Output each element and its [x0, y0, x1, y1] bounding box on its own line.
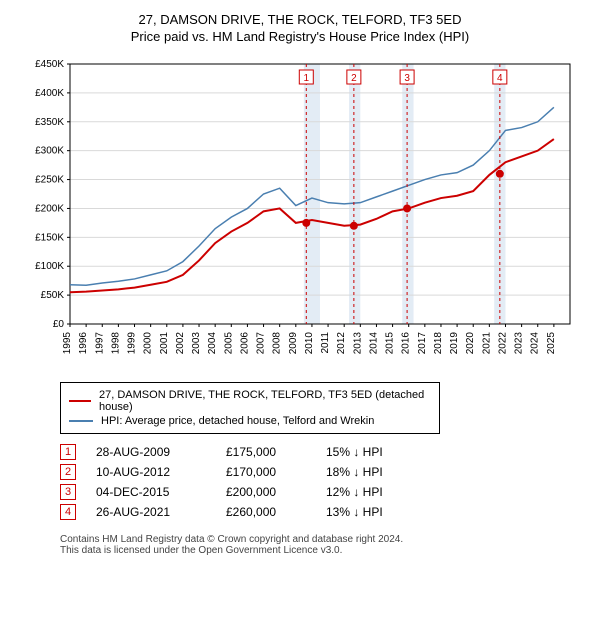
sale-price: £260,000 — [226, 505, 326, 519]
svg-text:2011: 2011 — [320, 332, 331, 354]
svg-text:2001: 2001 — [159, 332, 170, 355]
sale-number-box: 3 — [60, 484, 76, 500]
sale-number-box: 1 — [60, 444, 76, 460]
svg-text:2024: 2024 — [530, 332, 541, 355]
svg-text:2014: 2014 — [368, 332, 379, 355]
svg-text:2015: 2015 — [385, 332, 396, 355]
sale-row: 3 04-DEC-2015£200,00012% ↓ HPI — [60, 484, 590, 500]
sale-row: 4 26-AUG-2021£260,00013% ↓ HPI — [60, 504, 590, 520]
sale-diff: 18% ↓ HPI — [326, 465, 426, 479]
legend-swatch — [69, 420, 93, 422]
sale-price: £170,000 — [226, 465, 326, 479]
sale-number-box: 4 — [60, 504, 76, 520]
svg-text:£400K: £400K — [35, 88, 64, 99]
svg-text:2007: 2007 — [256, 332, 267, 355]
sale-date: 10-AUG-2012 — [96, 465, 226, 479]
svg-text:2016: 2016 — [401, 332, 412, 355]
svg-text:2006: 2006 — [239, 332, 250, 355]
svg-text:2000: 2000 — [143, 332, 154, 355]
svg-text:£450K: £450K — [35, 59, 64, 70]
legend-label: HPI: Average price, detached house, Telf… — [101, 415, 374, 427]
legend: 27, DAMSON DRIVE, THE ROCK, TELFORD, TF3… — [60, 382, 440, 434]
svg-text:1: 1 — [304, 73, 310, 84]
footnote-line2: This data is licensed under the Open Gov… — [60, 545, 590, 556]
sale-diff: 13% ↓ HPI — [326, 505, 426, 519]
svg-text:2008: 2008 — [272, 332, 283, 355]
footnote: Contains HM Land Registry data © Crown c… — [60, 534, 590, 556]
svg-text:£150K: £150K — [35, 232, 64, 243]
svg-text:2: 2 — [351, 73, 357, 84]
sale-row: 2 10-AUG-2012£170,00018% ↓ HPI — [60, 464, 590, 480]
sales-table: 1 28-AUG-2009£175,00015% ↓ HPI 2 10-AUG-201… — [60, 444, 590, 520]
svg-text:£0: £0 — [53, 319, 65, 330]
svg-text:2020: 2020 — [465, 332, 476, 355]
sale-price: £200,000 — [226, 485, 326, 499]
sale-diff: 12% ↓ HPI — [326, 485, 426, 499]
svg-text:2022: 2022 — [497, 332, 508, 355]
svg-text:2002: 2002 — [175, 332, 186, 355]
svg-text:1998: 1998 — [110, 332, 121, 355]
svg-text:£350K: £350K — [35, 117, 64, 128]
sale-row: 1 28-AUG-2009£175,00015% ↓ HPI — [60, 444, 590, 460]
sale-date: 04-DEC-2015 — [96, 485, 226, 499]
legend-swatch — [69, 400, 91, 402]
svg-text:2018: 2018 — [433, 332, 444, 355]
legend-item: HPI: Average price, detached house, Telf… — [69, 415, 431, 427]
chart-title-line1: 27, DAMSON DRIVE, THE ROCK, TELFORD, TF3… — [10, 12, 590, 27]
svg-text:2012: 2012 — [336, 332, 347, 355]
chart-title-line2: Price paid vs. HM Land Registry's House … — [10, 29, 590, 44]
svg-text:2021: 2021 — [481, 332, 492, 355]
svg-text:2023: 2023 — [514, 332, 525, 355]
svg-text:4: 4 — [497, 73, 503, 84]
price-chart: £0 £50K £100K £150K £200K £250K £300K £350K £400… — [20, 54, 580, 374]
svg-text:2004: 2004 — [207, 332, 218, 355]
sale-date: 28-AUG-2009 — [96, 445, 226, 459]
legend-item: 27, DAMSON DRIVE, THE ROCK, TELFORD, TF3… — [69, 389, 431, 413]
svg-text:£100K: £100K — [35, 261, 64, 272]
footnote-line1: Contains HM Land Registry data © Crown c… — [60, 534, 590, 545]
sale-number-box: 2 — [60, 464, 76, 480]
svg-text:2010: 2010 — [304, 332, 315, 355]
svg-text:2017: 2017 — [417, 332, 428, 355]
svg-text:2013: 2013 — [352, 332, 363, 355]
sale-price: £175,000 — [226, 445, 326, 459]
svg-text:2009: 2009 — [288, 332, 299, 355]
svg-text:£200K: £200K — [35, 203, 64, 214]
svg-text:£300K: £300K — [35, 146, 64, 157]
svg-text:1999: 1999 — [127, 332, 138, 355]
legend-label: 27, DAMSON DRIVE, THE ROCK, TELFORD, TF3… — [99, 389, 431, 413]
sale-diff: 15% ↓ HPI — [326, 445, 426, 459]
svg-text:£50K: £50K — [41, 290, 65, 301]
svg-text:3: 3 — [404, 73, 410, 84]
svg-text:2019: 2019 — [449, 332, 460, 355]
svg-text:£250K: £250K — [35, 175, 64, 186]
svg-text:1995: 1995 — [62, 332, 73, 355]
svg-text:1996: 1996 — [78, 332, 89, 355]
svg-text:1997: 1997 — [94, 332, 105, 355]
svg-text:2005: 2005 — [223, 332, 234, 355]
svg-text:2025: 2025 — [546, 332, 557, 355]
svg-text:2003: 2003 — [191, 332, 202, 355]
sale-date: 26-AUG-2021 — [96, 505, 226, 519]
